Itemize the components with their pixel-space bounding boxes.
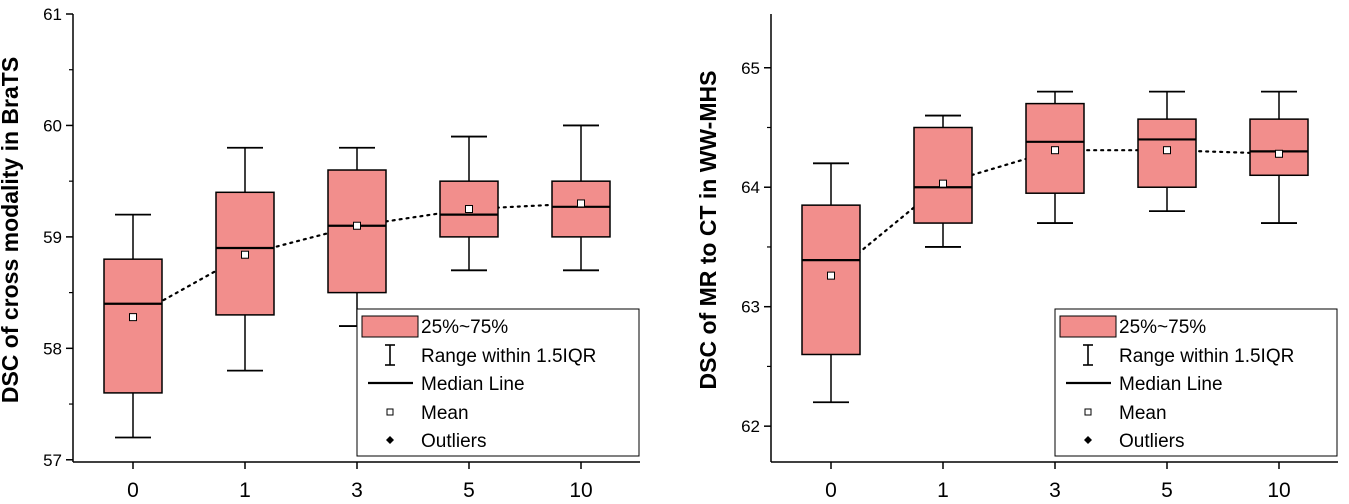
legend-label-box: 25%~75% [421, 317, 508, 338]
box-5 [439, 135, 499, 272]
y-tick-label: 62 [741, 417, 760, 436]
chart-panel-left: 57 58 59 60 61 DSC of cross modality in BraTS… [0, 5, 640, 502]
x-tick-label: 5 [1161, 479, 1173, 502]
y-tick-label: 57 [43, 451, 62, 470]
mean-marker [241, 250, 249, 259]
mean-marker [827, 271, 835, 280]
box-10 [551, 124, 611, 272]
x-tick-label: 0 [825, 479, 837, 502]
mean-marker [465, 205, 473, 214]
legend-mean-swatch [386, 408, 394, 416]
box-1 [215, 146, 275, 372]
legend-outlier-swatch [386, 436, 394, 444]
mean-marker [353, 221, 361, 230]
x-tick-label: 3 [351, 479, 363, 502]
legend-box-swatch [1059, 315, 1117, 338]
x-tick-label: 10 [1267, 479, 1290, 502]
iqr-box [1137, 118, 1197, 188]
chart-panel-right: 62 63 64 65 DSC of MR to CT in WW-MHS 0 1 3 5 10 2… [695, 14, 1338, 502]
legend-label-median: Median Line [421, 374, 525, 395]
mean-marker [1275, 149, 1283, 158]
iqr-box [551, 180, 611, 238]
y-tick-label: 58 [43, 339, 62, 358]
box-5 [1137, 90, 1197, 213]
y-tick-label: 61 [43, 5, 62, 24]
y-axis-title: DSC of MR to CT in WW-MHS [695, 71, 721, 390]
y-tick-label: 60 [43, 116, 62, 135]
iqr-box [913, 126, 973, 224]
legend: 25%~75% Range within 1.5IQR Median Line Mea… [1054, 308, 1338, 457]
legend-label-whisker: Range within 1.5IQR [1119, 346, 1294, 367]
legend-outlier-swatch [1084, 436, 1092, 444]
x-tick-label: 3 [1049, 479, 1061, 502]
iqr-box [103, 258, 163, 394]
y-axis-title: DSC of cross modality in BraTS [0, 57, 23, 403]
box-0 [801, 162, 861, 404]
box-10 [1249, 90, 1309, 224]
mean-marker [1051, 146, 1059, 155]
y-tick-label: 63 [741, 298, 760, 317]
mean-marker [129, 313, 137, 322]
mean-marker [1163, 146, 1171, 155]
legend-label-whisker: Range within 1.5IQR [421, 346, 596, 367]
legend-label-outliers: Outliers [421, 431, 486, 452]
legend-label-median: Median Line [1119, 374, 1223, 395]
x-tick-label: 5 [463, 479, 475, 502]
mean-marker [577, 199, 585, 208]
y-tick-label: 65 [741, 59, 760, 78]
x-tick-label: 10 [569, 479, 592, 502]
legend-mean-swatch [1084, 408, 1092, 416]
x-tick-label: 1 [937, 479, 949, 502]
legend-label-mean: Mean [1119, 403, 1167, 424]
box-1 [913, 114, 973, 248]
y-tick-label: 59 [43, 228, 62, 247]
legend-label-outliers: Outliers [1119, 431, 1184, 452]
box-3 [1025, 90, 1085, 224]
box-3 [327, 146, 387, 327]
box-0 [103, 213, 163, 439]
y-tick-label: 64 [741, 178, 760, 197]
iqr-box [1249, 118, 1309, 177]
iqr-box [327, 169, 387, 294]
legend-box-swatch [361, 315, 419, 338]
x-tick-label: 0 [127, 479, 139, 502]
mean-marker [939, 179, 947, 188]
x-tick-label: 1 [239, 479, 251, 502]
legend-label-mean: Mean [421, 403, 469, 424]
legend: 25%~75% Range within 1.5IQR Median Line Mea… [356, 308, 640, 457]
iqr-box [801, 204, 861, 356]
legend-label-box: 25%~75% [1119, 317, 1206, 338]
